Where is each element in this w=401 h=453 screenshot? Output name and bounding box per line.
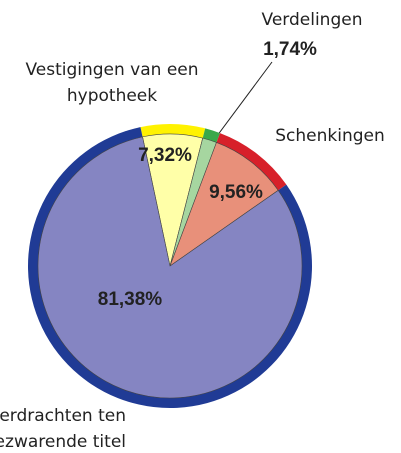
category-label: Overdrachten ten bezwarende titel — [0, 406, 126, 452]
value-label: 7,32% — [138, 145, 192, 166]
category-label: Schenkingen — [275, 126, 385, 146]
category-label: Vestigingen van een hypotheek — [25, 60, 198, 106]
pie-slice — [169, 142, 279, 267]
category-label-line: hypotheek — [67, 86, 157, 106]
pie-slice — [37, 136, 303, 399]
value-label: 9,56% — [209, 182, 263, 203]
value-label: 1,74% — [263, 39, 317, 60]
value-label: 81,38% — [98, 289, 163, 310]
category-label-line: Vestigingen van een — [25, 60, 198, 80]
category-label-line: Overdrachten ten — [0, 406, 126, 426]
category-label: Verdelingen — [262, 10, 363, 30]
category-label-line: bezwarende titel — [0, 432, 126, 452]
leader-line — [213, 61, 273, 141]
